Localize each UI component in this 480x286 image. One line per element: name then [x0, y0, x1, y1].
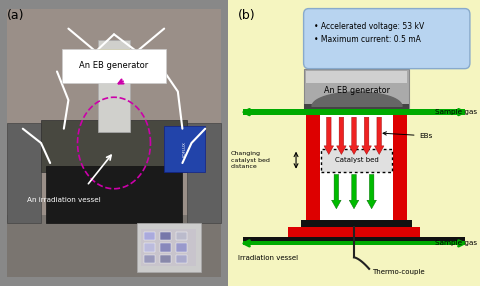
Bar — [306, 72, 407, 83]
Bar — [304, 104, 409, 109]
Text: An irradiation vessel: An irradiation vessel — [27, 197, 101, 203]
Bar — [141, 229, 196, 266]
Bar — [306, 109, 320, 223]
FancyBboxPatch shape — [304, 9, 470, 69]
Bar — [41, 120, 187, 172]
Text: Thermo-couple: Thermo-couple — [372, 269, 424, 275]
FancyArrow shape — [374, 117, 384, 154]
Bar — [144, 232, 155, 240]
Bar — [304, 69, 409, 109]
Bar — [159, 255, 171, 263]
Bar — [176, 232, 187, 240]
Text: EBs: EBs — [383, 132, 433, 139]
Text: An EB generator: An EB generator — [79, 61, 149, 70]
Bar — [243, 237, 465, 240]
FancyArrow shape — [349, 117, 359, 154]
Bar — [46, 166, 182, 223]
Text: Sample gas: Sample gas — [435, 241, 478, 246]
Text: Catalyst bed: Catalyst bed — [335, 157, 378, 163]
Bar — [187, 123, 221, 223]
FancyArrow shape — [362, 117, 372, 154]
Bar — [98, 49, 130, 57]
Bar — [301, 223, 412, 227]
FancyArrow shape — [332, 174, 341, 209]
Bar — [144, 255, 155, 263]
Bar — [159, 232, 171, 240]
Text: An EB generator: An EB generator — [324, 86, 390, 95]
FancyBboxPatch shape — [223, 0, 480, 286]
Bar — [288, 227, 420, 243]
Bar — [393, 109, 407, 223]
Bar — [164, 126, 205, 172]
FancyBboxPatch shape — [321, 149, 392, 172]
Bar — [243, 109, 465, 115]
Bar — [301, 220, 412, 223]
Bar — [176, 255, 187, 263]
Bar — [320, 109, 393, 223]
Bar — [7, 123, 41, 223]
FancyArrow shape — [324, 117, 334, 154]
Text: Changing
catalyst bed
distance: Changing catalyst bed distance — [230, 152, 269, 169]
Bar — [137, 223, 201, 272]
Text: Sample gas: Sample gas — [435, 109, 478, 115]
FancyArrow shape — [349, 174, 359, 209]
Bar — [159, 243, 171, 252]
FancyArrow shape — [336, 117, 346, 154]
Bar — [98, 40, 130, 132]
Bar — [144, 243, 155, 252]
Text: (a): (a) — [7, 9, 24, 21]
Bar — [243, 241, 465, 245]
Text: • Accelerated voltage: 53 kV
• Maximum current: 0.5 mA: • Accelerated voltage: 53 kV • Maximum c… — [314, 22, 424, 44]
FancyArrow shape — [367, 174, 376, 209]
FancyBboxPatch shape — [61, 49, 167, 83]
Bar — [7, 214, 221, 277]
Text: KOFLUX: KOFLUX — [183, 141, 187, 157]
Bar — [176, 243, 187, 252]
Bar — [243, 240, 465, 245]
Text: Irradiation vessel: Irradiation vessel — [238, 255, 298, 261]
Text: (b): (b) — [238, 9, 256, 21]
